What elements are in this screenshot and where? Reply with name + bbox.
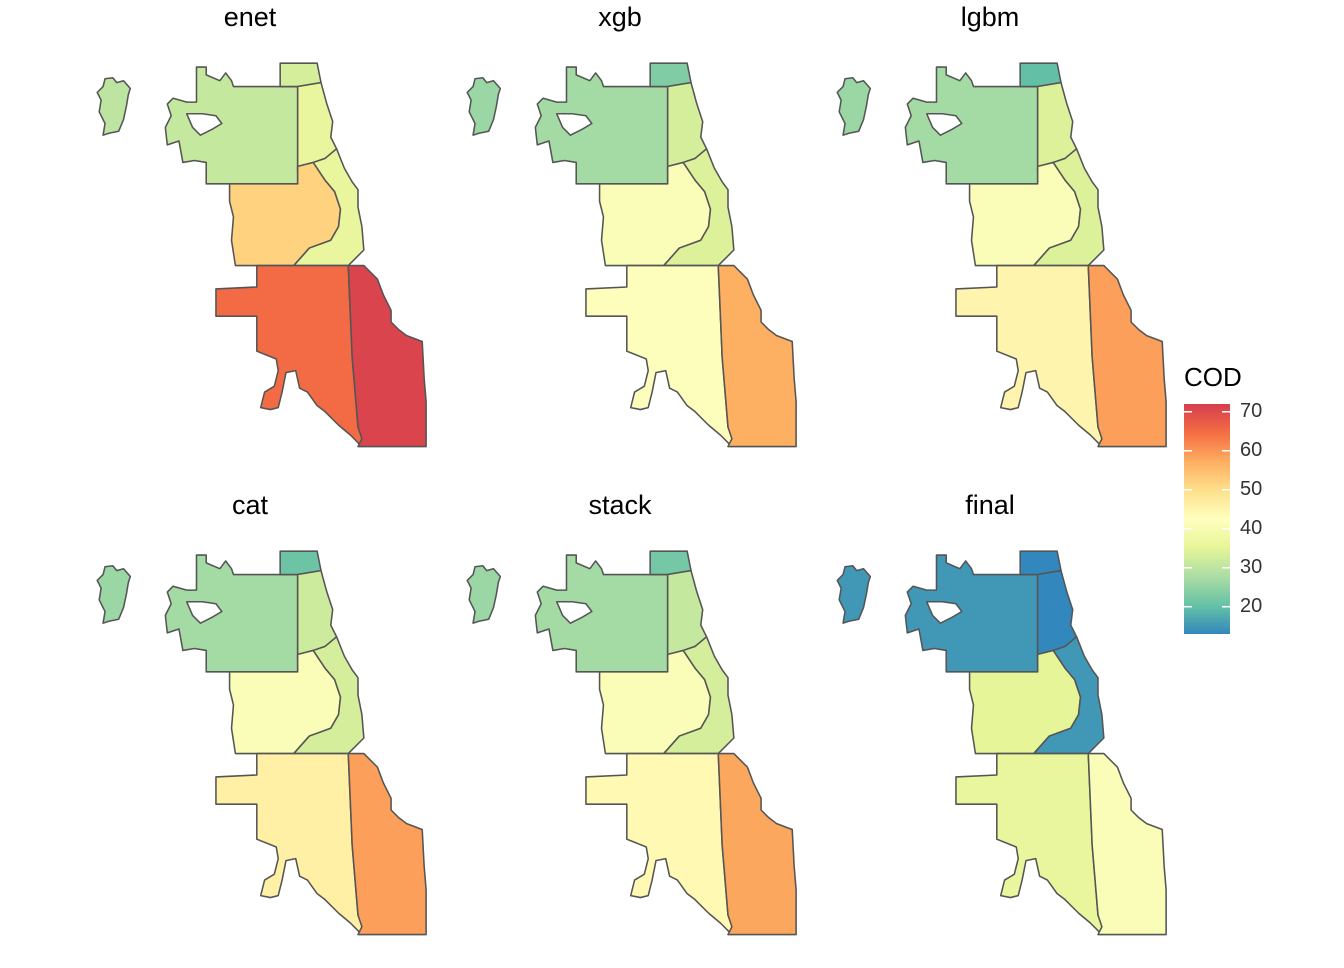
region-south [717, 264, 797, 448]
legend-gradient-bar [1184, 404, 1230, 634]
region-southwest [585, 264, 737, 448]
choropleth-map [96, 62, 427, 448]
region-south [1087, 264, 1167, 448]
choropleth-map [96, 550, 427, 936]
region-south [347, 264, 427, 448]
legend-colorbar [1184, 404, 1230, 634]
region-southwest [215, 752, 367, 936]
choropleth-map [836, 550, 1167, 936]
choropleth-map [466, 62, 797, 448]
legend-tick-label: 40 [1240, 516, 1263, 539]
map-panel-stack: stack [440, 488, 800, 968]
region-lakefront [1033, 636, 1105, 755]
region-south [347, 752, 427, 936]
region-ohare [466, 565, 502, 624]
legend-tick-label: 50 [1240, 477, 1263, 500]
panel-title: lgbm [960, 2, 1020, 32]
color-legend: COD 70 60 50 40 30 20 [1180, 362, 1300, 642]
region-south [717, 752, 797, 936]
region-northwest [534, 554, 669, 673]
choropleth-map [836, 62, 1167, 448]
map-panel-cat: cat [70, 488, 430, 968]
region-southwest [955, 752, 1107, 936]
region-lakefront [1033, 148, 1105, 267]
map-panel-enet: enet [70, 0, 430, 480]
legend-title: COD [1184, 362, 1242, 392]
region-ohare [96, 77, 132, 136]
panel-title: enet [223, 2, 277, 32]
region-southwest [215, 264, 367, 448]
region-lakefront [663, 636, 735, 755]
region-lakefront [663, 148, 735, 267]
region-northwest [164, 554, 299, 673]
region-ohare [836, 77, 872, 136]
region-northwest [904, 66, 1039, 185]
panel-title: cat [231, 490, 269, 520]
region-ohare [466, 77, 502, 136]
region-northwest [164, 66, 299, 185]
map-panel-xgb: xgb [440, 0, 800, 480]
region-lakefront [293, 636, 365, 755]
map-panel-final: final [810, 488, 1170, 968]
map-panel-lgbm: lgbm [810, 0, 1170, 480]
region-northwest [904, 554, 1039, 673]
region-ohare [96, 565, 132, 624]
legend-tick-label: 30 [1240, 555, 1263, 578]
legend-tick-label: 70 [1240, 399, 1263, 422]
panel-title: stack [588, 490, 652, 520]
region-south [1087, 752, 1167, 936]
region-southwest [955, 264, 1107, 448]
panel-title: final [965, 490, 1015, 520]
region-northwest [534, 66, 669, 185]
region-southwest [585, 752, 737, 936]
legend-tick-label: 60 [1240, 438, 1263, 461]
region-ohare [836, 565, 872, 624]
region-lakefront [293, 148, 365, 267]
choropleth-map [466, 550, 797, 936]
legend-tick-label: 20 [1240, 594, 1263, 617]
panel-title: xgb [598, 2, 642, 32]
